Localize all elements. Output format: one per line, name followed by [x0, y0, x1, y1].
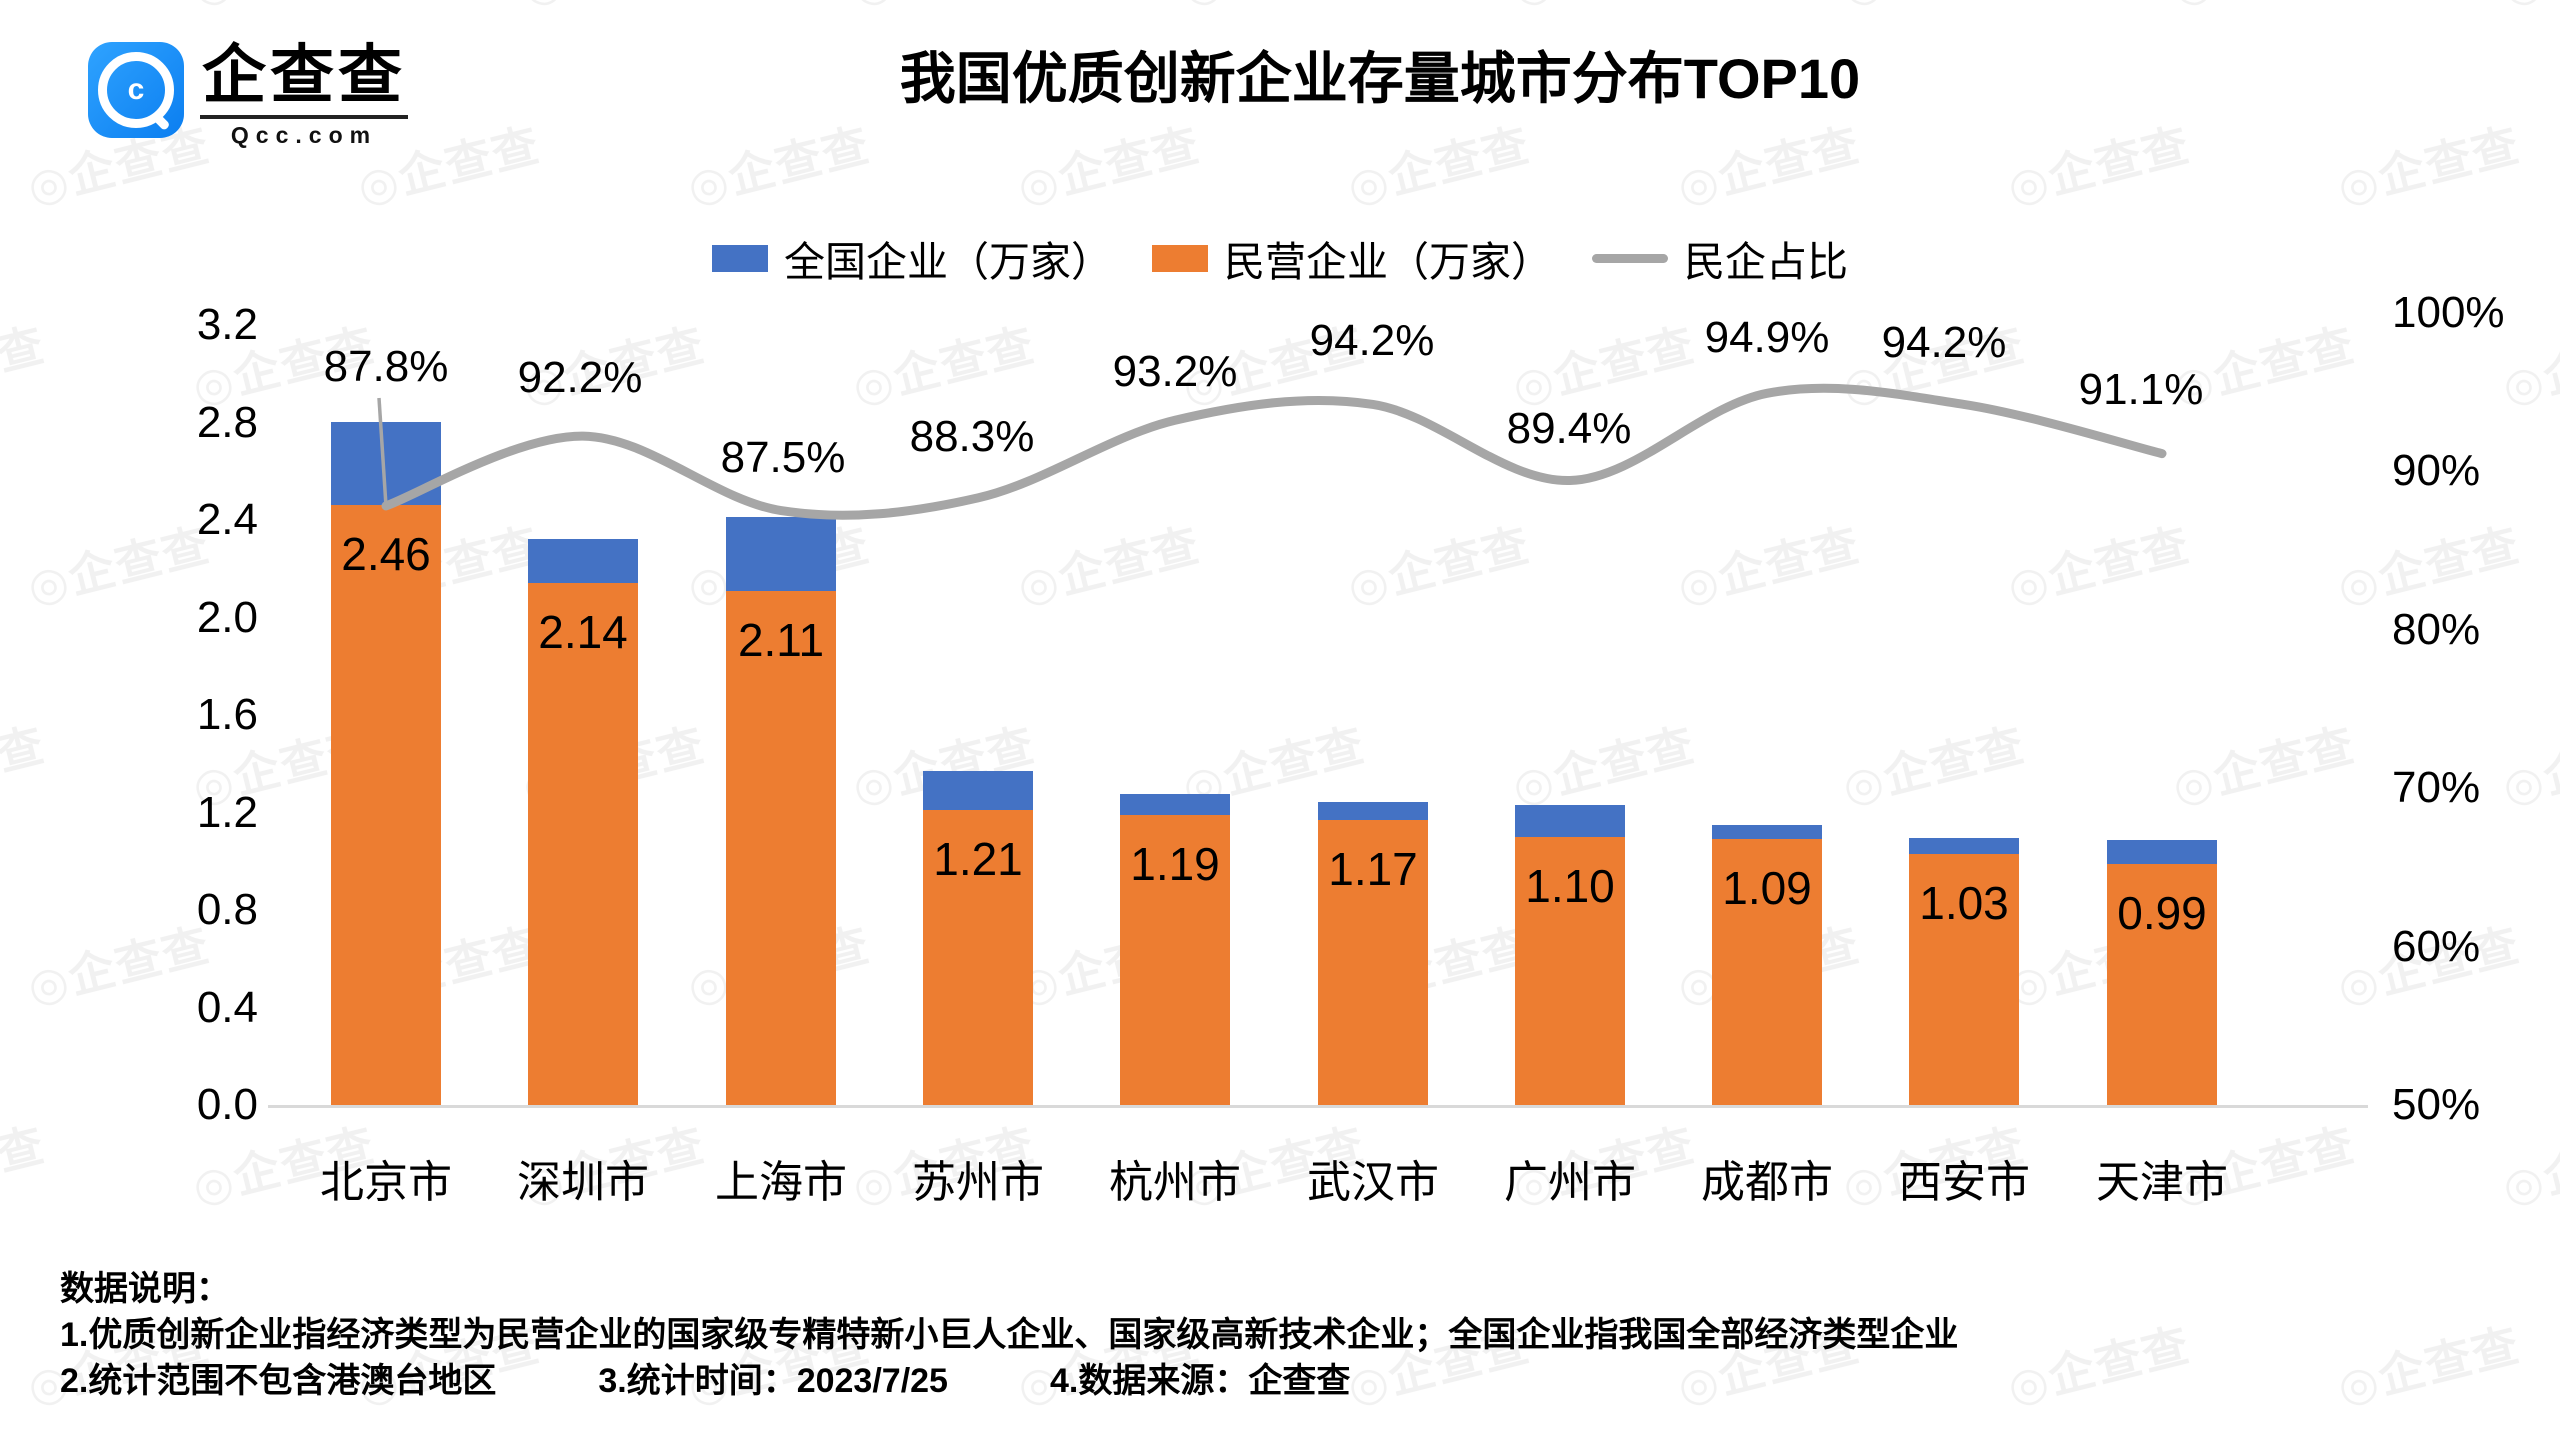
bar-private-杭州市	[1120, 814, 1230, 1105]
qcc-domain: Qcc.com	[230, 122, 378, 149]
bar-national-深圳市	[528, 539, 638, 584]
notes-line2: 2.统计范围不包含港澳台地区 3.统计时间：2023/7/25 4.数据来源：企…	[60, 1362, 1351, 1400]
bar-national-西安市	[1909, 838, 2019, 854]
bar-national-杭州市	[1120, 793, 1230, 815]
bar-national-成都市	[1712, 825, 1822, 840]
qcc-logo-text: 企查查 Qcc.com	[200, 41, 408, 149]
bar-national-上海市	[726, 517, 836, 591]
legend-line-marker	[1592, 253, 1668, 263]
legend-label: 全国企业（万家）	[784, 239, 1112, 285]
notes-heading: 数据说明：	[60, 1270, 230, 1308]
bar-national-北京市	[331, 422, 441, 506]
bar-private-北京市	[331, 505, 441, 1105]
bar-private-苏州市	[923, 810, 1033, 1105]
bar-national-苏州市	[923, 770, 1033, 811]
legend-swatch	[712, 244, 768, 272]
notes-line1: 1.优质创新企业指经济类型为民营企业的国家级专精特新小巨人企业、国家级高新技术企…	[60, 1316, 1959, 1354]
magnifier-spiral-icon: c	[98, 52, 174, 128]
bar-private-西安市	[1909, 853, 2019, 1105]
bar-national-天津市	[2107, 840, 2217, 864]
legend-swatch	[1152, 244, 1208, 272]
bar-private-上海市	[726, 590, 836, 1105]
bar-national-广州市	[1515, 805, 1625, 837]
chart-legend: 全国企业（万家） 民营企业（万家） 民企占比	[0, 228, 2560, 288]
chart-title: 我国优质创新企业存量城市分布TOP10	[899, 47, 1861, 110]
legend-item-2: 民企占比	[1592, 228, 1848, 288]
legend-item-0: 全国企业（万家）	[712, 228, 1112, 288]
qcc-logo-icon: c	[88, 42, 184, 138]
legend-label: 民营企业（万家）	[1224, 239, 1552, 285]
bar-private-成都市	[1712, 839, 1822, 1105]
bar-private-天津市	[2107, 863, 2217, 1105]
magnifier-handle-icon	[151, 111, 171, 132]
legend-item-1: 民营企业（万家）	[1152, 228, 1552, 288]
bar-national-武汉市	[1318, 802, 1428, 820]
data-notes: 数据说明： 1.优质创新企业指经济类型为民营企业的国家级专精特新小巨人企业、国家…	[60, 1266, 1958, 1404]
bar-private-广州市	[1515, 836, 1625, 1105]
bar-private-深圳市	[528, 583, 638, 1105]
qcc-wordmark: 企查查	[200, 41, 408, 120]
x-axis-line	[268, 1105, 2368, 1108]
qcc-logo: c 企查查 Qcc.com	[88, 41, 408, 149]
bar-private-武汉市	[1318, 819, 1428, 1105]
legend-label: 民企占比	[1684, 239, 1848, 285]
